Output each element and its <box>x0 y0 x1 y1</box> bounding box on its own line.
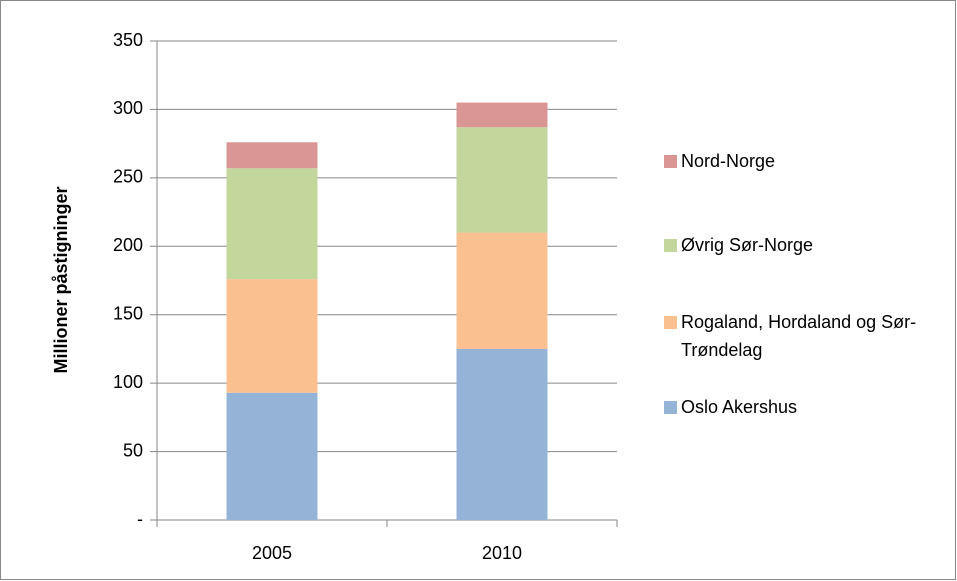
bar-segment <box>226 142 318 169</box>
bar-segment <box>456 232 548 349</box>
bar-segment <box>226 392 318 520</box>
bar-segment <box>456 102 548 128</box>
legend-item: Nord-Norge <box>664 147 954 175</box>
y-tick-label: 300 <box>113 98 143 118</box>
legend-label: Nord-Norge <box>681 151 776 171</box>
legend-item: Øvrig Sør-Norge <box>664 231 954 259</box>
x-tick-label: 2010 <box>482 543 522 563</box>
legend-label: Oslo Akershus <box>681 397 798 417</box>
legend-label: Rogaland, Hordaland og Sør-Trøndelag <box>681 312 917 360</box>
y-tick-label: 250 <box>113 167 143 187</box>
legend-swatch <box>664 155 677 168</box>
x-tick-label: 2005 <box>252 543 292 563</box>
y-tick-label: 200 <box>113 235 143 255</box>
y-tick-label: 150 <box>113 303 143 323</box>
bar-segment <box>226 168 318 280</box>
bar-segment <box>226 279 318 393</box>
legend-item: Rogaland, Hordaland og Sør-Trøndelag <box>664 308 934 364</box>
legend-swatch <box>664 316 677 329</box>
y-tick-label: 100 <box>113 372 143 392</box>
legend-label: Øvrig Sør-Norge <box>681 235 814 255</box>
y-axis-label: Millioner påstigninger <box>51 186 71 373</box>
legend-swatch <box>664 239 677 252</box>
bar-segment <box>456 348 548 520</box>
y-tick-label: - <box>137 509 143 529</box>
y-tick-label: 350 <box>113 30 143 50</box>
legend-item: Oslo Akershus <box>664 393 954 421</box>
bar-segment <box>456 127 548 233</box>
legend-swatch <box>664 401 677 414</box>
y-tick-label: 50 <box>123 440 143 460</box>
